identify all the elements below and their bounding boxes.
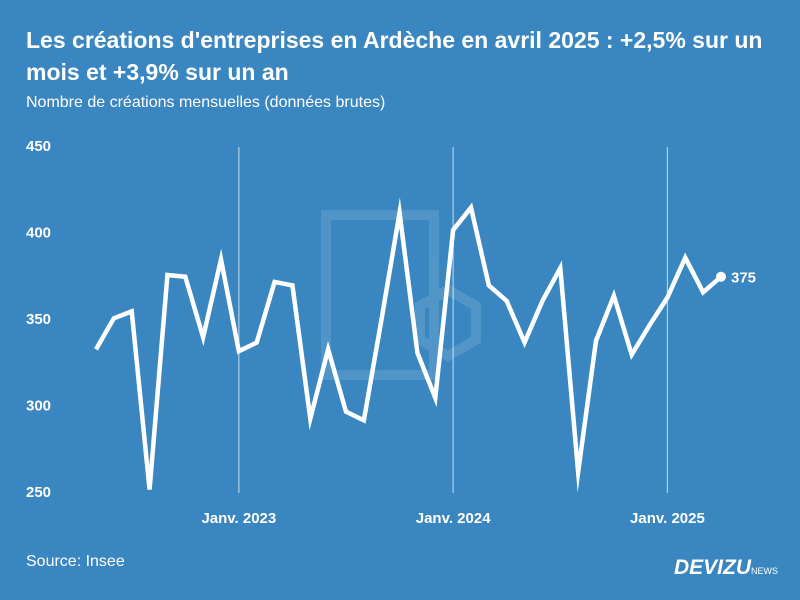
source: Source: Insee: [26, 553, 125, 570]
chart-subtitle: Nombre de créations mensuelles (données …: [26, 94, 386, 111]
x-tick-label: Janv. 2024: [416, 510, 491, 527]
watermark: [321, 210, 481, 380]
brand: DEVIZUNEWS: [674, 556, 778, 580]
line: [94, 197, 723, 493]
brand-name: DEVIZU: [673, 556, 751, 579]
y-tick-label: 300: [26, 397, 51, 414]
value-label: 375: [731, 270, 756, 287]
y-tick-label: 450: [26, 138, 51, 155]
y-tick-label: 400: [26, 224, 51, 241]
y-tick-label: 350: [26, 311, 51, 328]
x-tick-label: Janv. 2023: [201, 510, 276, 527]
brand-suffix: NEWS: [751, 566, 778, 576]
y-tick-label: 250: [26, 484, 51, 501]
end-point: [716, 271, 726, 282]
x-tick-label: Janv. 2025: [630, 510, 705, 527]
chart-title: Les créations d'entreprises en Ardèche e…: [26, 27, 763, 85]
